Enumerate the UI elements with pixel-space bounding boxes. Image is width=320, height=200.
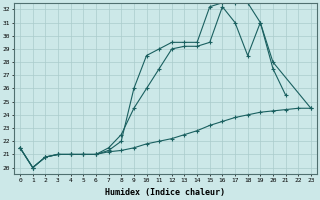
X-axis label: Humidex (Indice chaleur): Humidex (Indice chaleur) (106, 188, 226, 197)
